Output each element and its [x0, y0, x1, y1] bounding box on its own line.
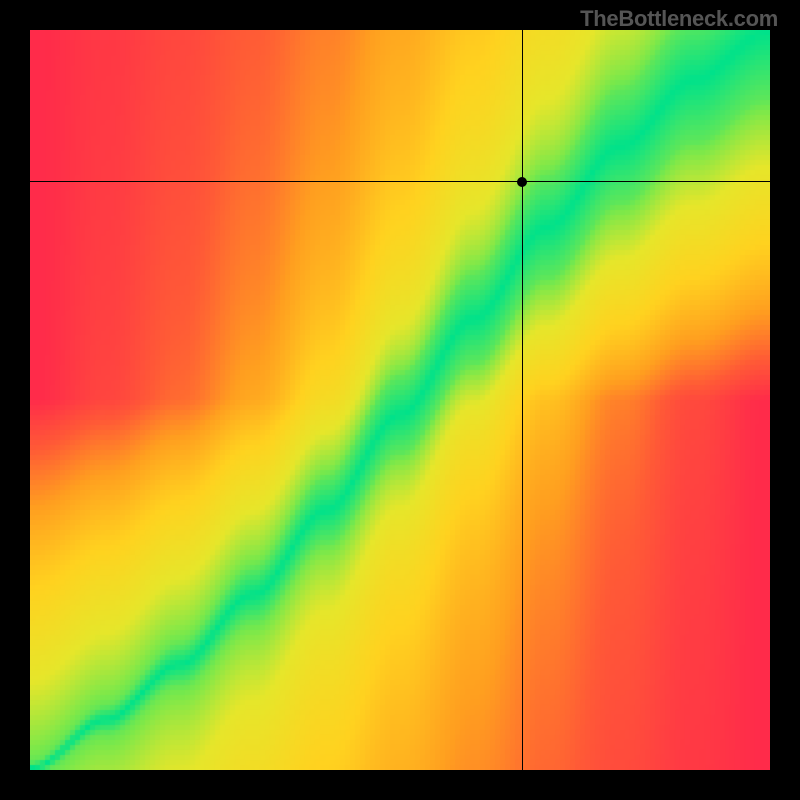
- bottleneck-heatmap: [30, 30, 770, 770]
- watermark-text: TheBottleneck.com: [580, 6, 778, 32]
- crosshair-vertical: [522, 30, 523, 770]
- heatmap-canvas: [30, 30, 770, 770]
- marker-dot: [517, 177, 527, 187]
- crosshair-horizontal: [30, 181, 800, 182]
